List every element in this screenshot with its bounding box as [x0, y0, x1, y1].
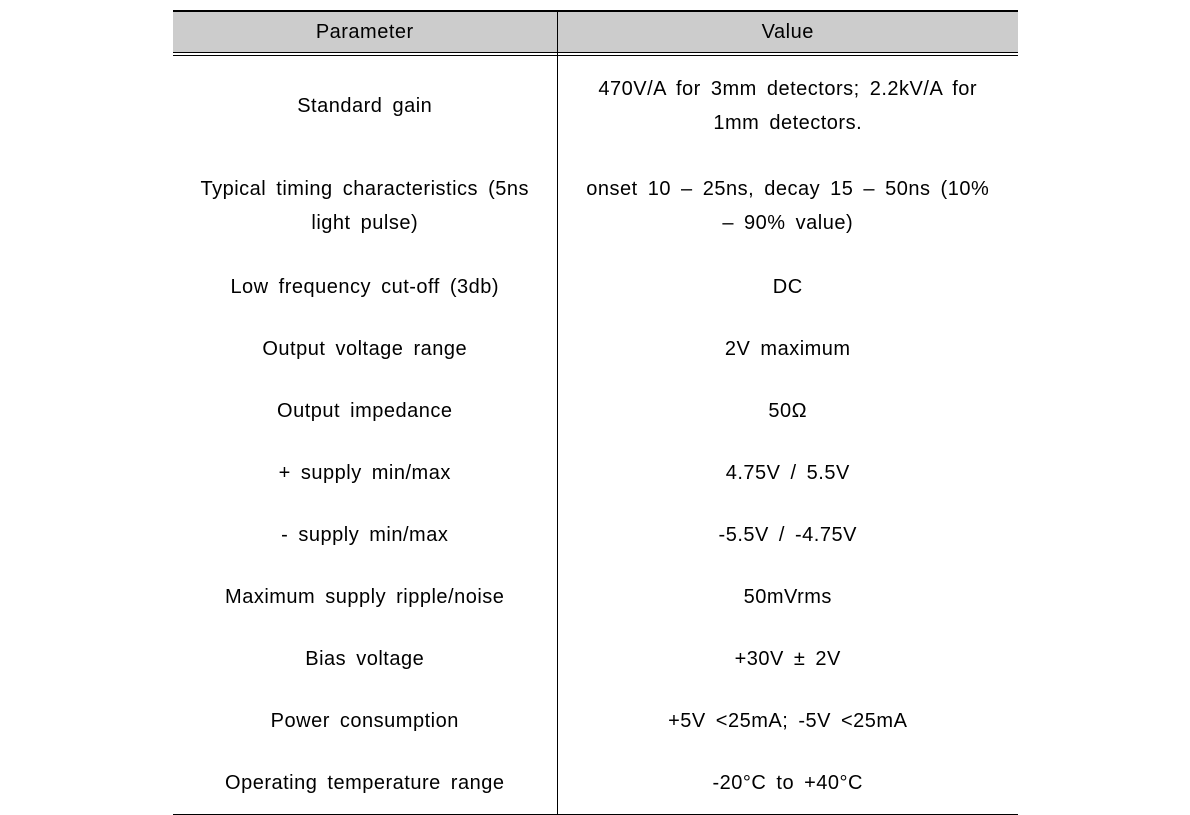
cell-parameter: Standard gain: [173, 56, 558, 157]
table-body: Standard gain470V/A for 3mm detectors; 2…: [173, 56, 1018, 815]
cell-value: -20°C to +40°C: [558, 752, 1018, 815]
table-row: - supply min/max-5.5V / -4.75V: [173, 504, 1018, 566]
table-container: Parameter Value Standard gain470V/A for …: [0, 0, 1190, 815]
cell-value: 50mVrms: [558, 566, 1018, 628]
cell-parameter: Bias voltage: [173, 628, 558, 690]
cell-value: +5V <25mA; -5V <25mA: [558, 690, 1018, 752]
cell-parameter: Low frequency cut-off (3db): [173, 256, 558, 318]
cell-value: +30V ± 2V: [558, 628, 1018, 690]
cell-parameter: - supply min/max: [173, 504, 558, 566]
cell-parameter: + supply min/max: [173, 442, 558, 504]
table-head: Parameter Value: [173, 11, 1018, 56]
table-row: Output impedance50Ω: [173, 380, 1018, 442]
cell-parameter: Maximum supply ripple/noise: [173, 566, 558, 628]
cell-value: 2V maximum: [558, 318, 1018, 380]
header-value: Value: [558, 11, 1018, 53]
cell-parameter: Output voltage range: [173, 318, 558, 380]
table-row: Typical timing characteristics (5ns ligh…: [173, 156, 1018, 256]
table-row: Maximum supply ripple/noise50mVrms: [173, 566, 1018, 628]
cell-value: 50Ω: [558, 380, 1018, 442]
cell-value: DC: [558, 256, 1018, 318]
cell-value: 470V/A for 3mm detectors; 2.2kV/A for 1m…: [558, 56, 1018, 157]
spec-table: Parameter Value Standard gain470V/A for …: [173, 10, 1018, 815]
table-row: Power consumption+5V <25mA; -5V <25mA: [173, 690, 1018, 752]
cell-parameter: Output impedance: [173, 380, 558, 442]
table-row: Standard gain470V/A for 3mm detectors; 2…: [173, 56, 1018, 157]
table-row: Bias voltage+30V ± 2V: [173, 628, 1018, 690]
cell-parameter: Typical timing characteristics (5ns ligh…: [173, 156, 558, 256]
cell-value: -5.5V / -4.75V: [558, 504, 1018, 566]
header-row: Parameter Value: [173, 11, 1018, 53]
cell-parameter: Power consumption: [173, 690, 558, 752]
table-row: Low frequency cut-off (3db)DC: [173, 256, 1018, 318]
cell-value: onset 10 – 25ns, decay 15 – 50ns (10% – …: [558, 156, 1018, 256]
table-row: Operating temperature range-20°C to +40°…: [173, 752, 1018, 815]
header-parameter: Parameter: [173, 11, 558, 53]
table-row: Output voltage range2V maximum: [173, 318, 1018, 380]
cell-parameter: Operating temperature range: [173, 752, 558, 815]
table-row: + supply min/max4.75V / 5.5V: [173, 442, 1018, 504]
cell-value: 4.75V / 5.5V: [558, 442, 1018, 504]
